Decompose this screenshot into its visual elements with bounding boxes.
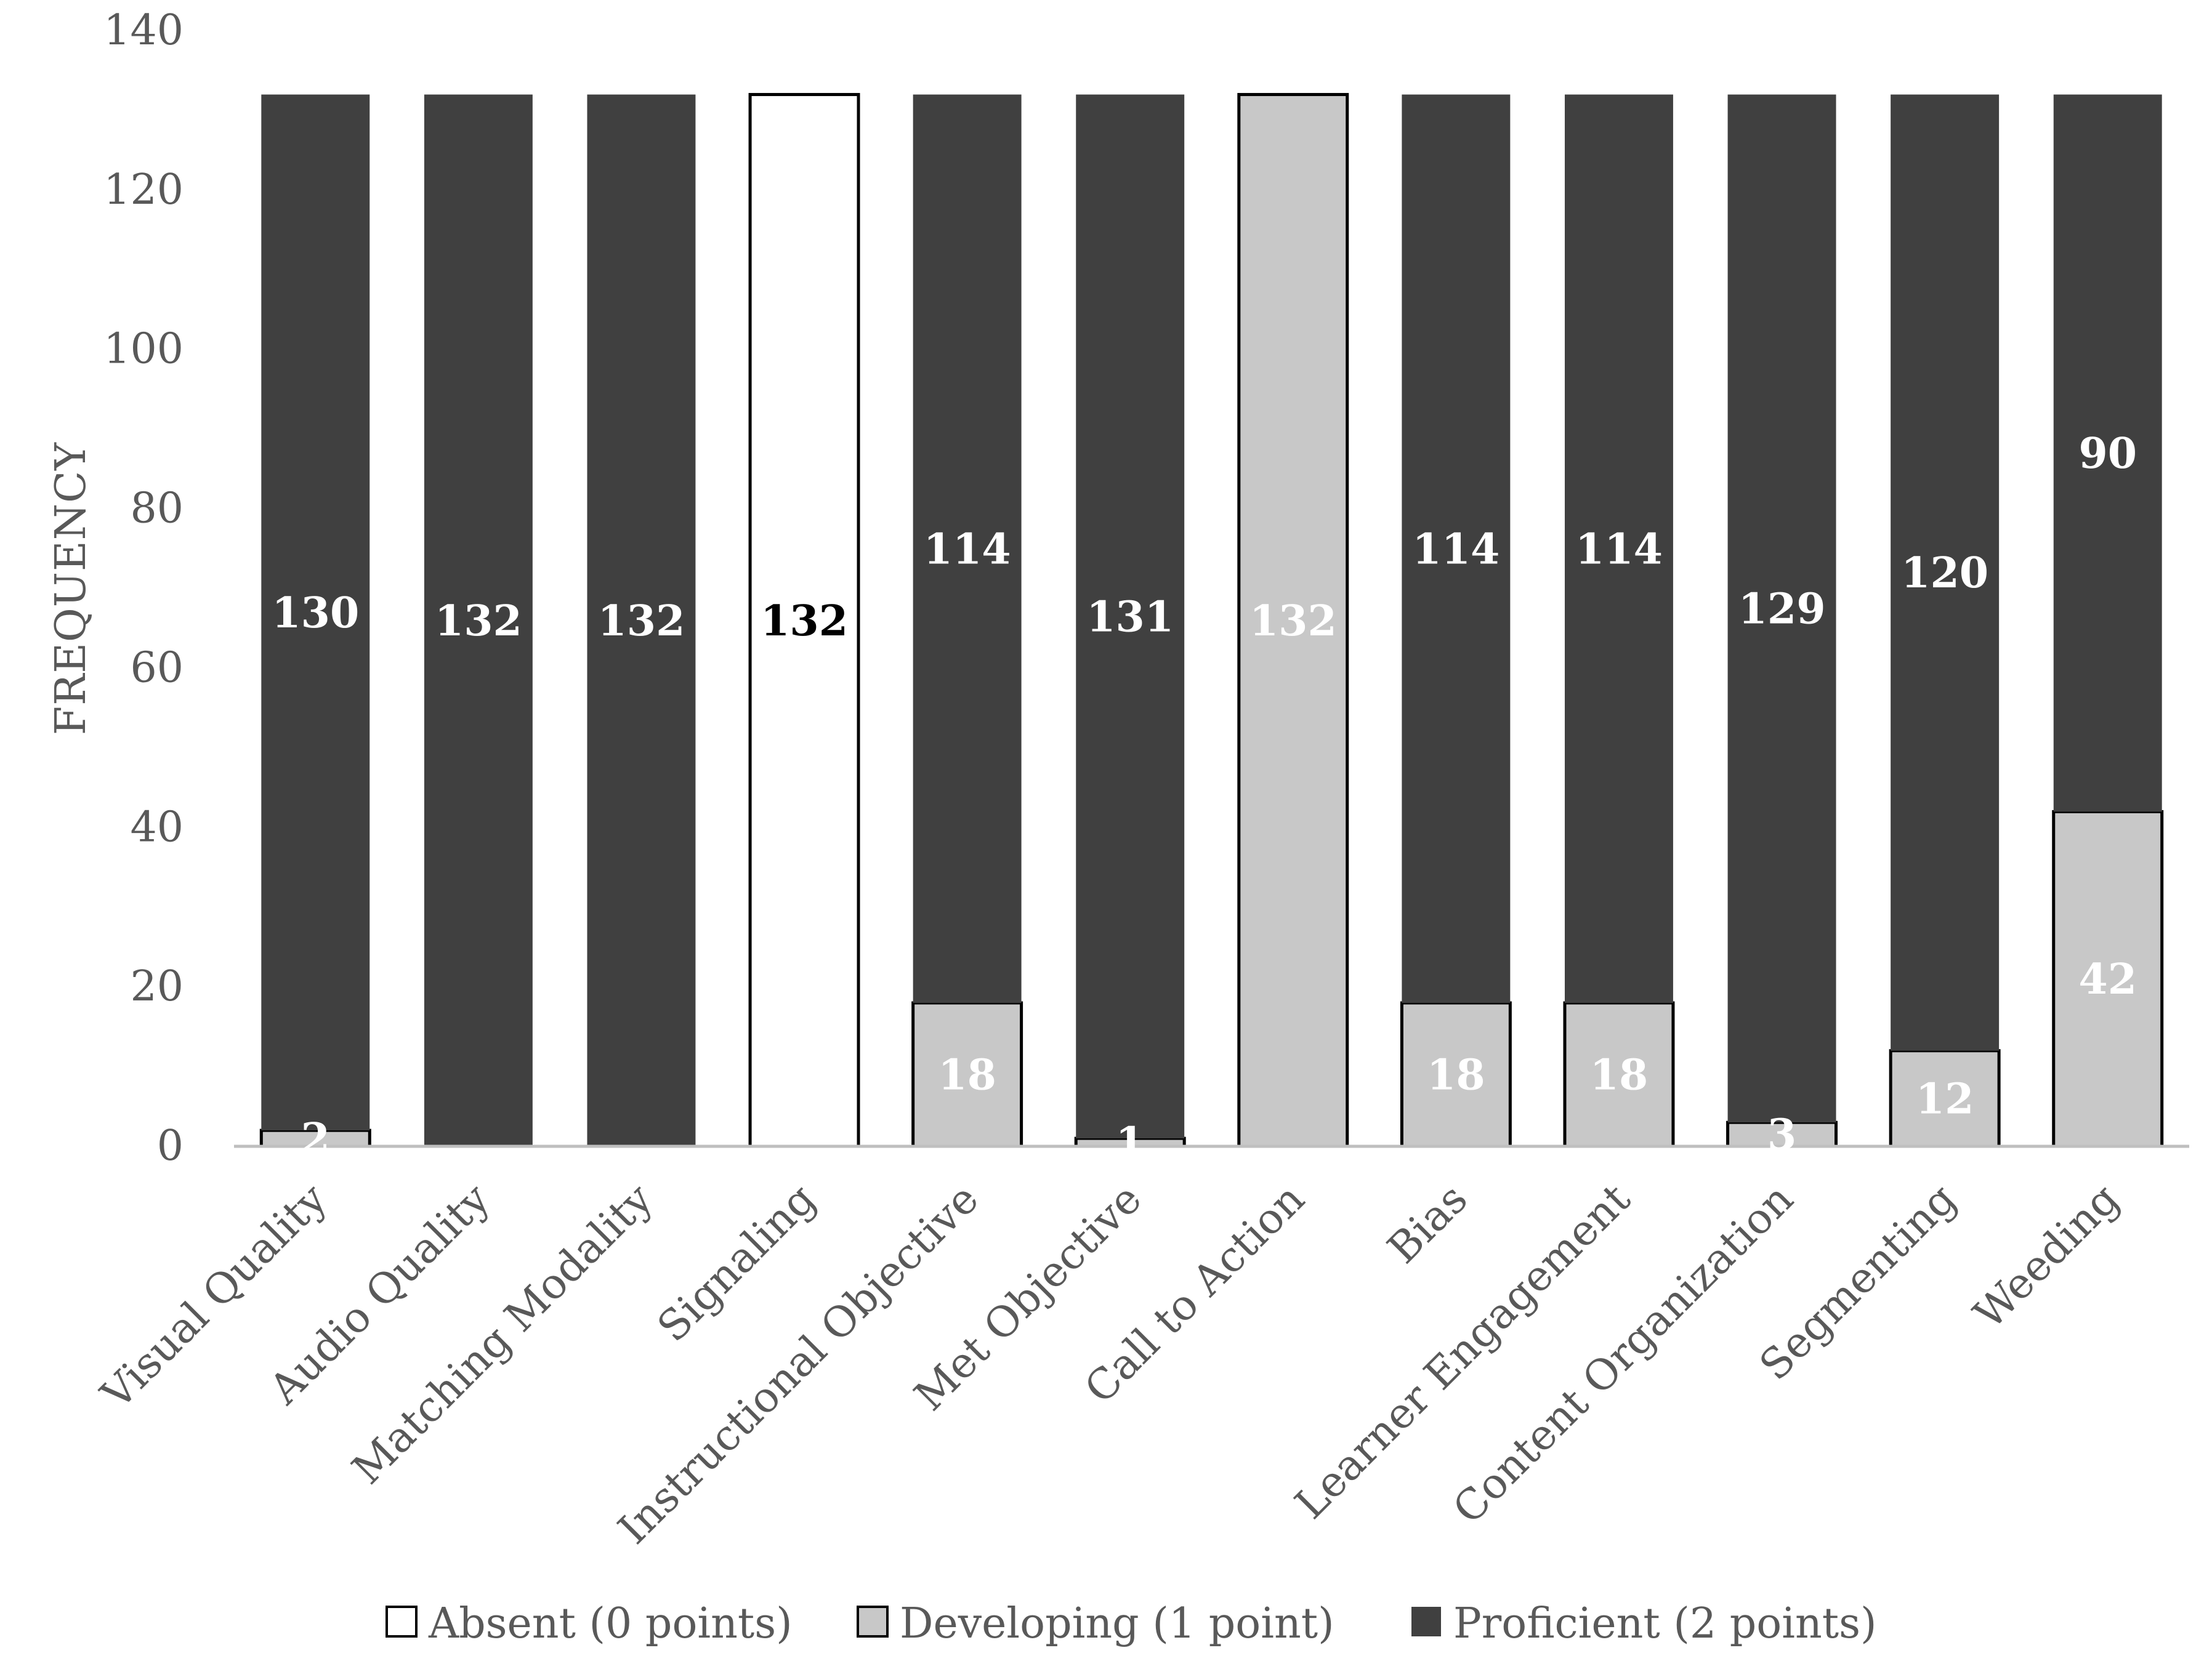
data-label: 114 bbox=[1412, 525, 1500, 574]
data-labels: 2 130 132 132 132 18 114 1 131 132 18 114 18 114 3 129 1… bbox=[272, 429, 2137, 1168]
bars bbox=[259, 93, 2164, 1148]
y-tick-label: 80 bbox=[130, 485, 184, 533]
y-tick-label: 140 bbox=[103, 6, 184, 55]
data-label: 132 bbox=[597, 597, 685, 646]
bar-bias-proficient bbox=[1402, 94, 1511, 1003]
data-label: 132 bbox=[761, 597, 848, 646]
legend-swatch-absent bbox=[385, 1606, 418, 1638]
y-tick-label: 120 bbox=[103, 166, 184, 214]
legend-swatch-proficient bbox=[1411, 1607, 1441, 1636]
bar-bias-developing bbox=[1400, 1001, 1512, 1148]
data-label: 18 bbox=[938, 1051, 996, 1100]
y-tick-label: 0 bbox=[157, 1122, 184, 1170]
data-label: 114 bbox=[924, 525, 1011, 574]
y-axis-label-group: FREQUENCY bbox=[47, 442, 95, 735]
data-label: 132 bbox=[1249, 597, 1337, 646]
data-label: 1 bbox=[1116, 1119, 1145, 1168]
y-axis-title: FREQUENCY bbox=[47, 442, 95, 735]
y-tick-label: 40 bbox=[130, 803, 184, 851]
x-category-label: Signaling bbox=[648, 1175, 825, 1351]
legend-swatch-developing bbox=[857, 1606, 889, 1638]
data-label: 130 bbox=[272, 589, 359, 638]
legend: Absent (0 points) Developing (1 point) Pro… bbox=[385, 1599, 1877, 1648]
data-label: 129 bbox=[1738, 584, 1826, 633]
x-category-label: Matching Modality bbox=[343, 1175, 663, 1494]
bar-content-organization-proficient bbox=[1727, 94, 1836, 1123]
y-tick-labels: 0 20 40 60 80 100 120 140 bbox=[103, 6, 184, 1170]
data-label: 120 bbox=[1901, 549, 1988, 598]
bar-audio-quality-proficient bbox=[424, 94, 533, 1147]
bar-visual-quality-proficient bbox=[261, 94, 370, 1131]
bar-segmenting-proficient bbox=[1891, 94, 2000, 1051]
data-label: 114 bbox=[1575, 525, 1663, 574]
legend-label: Developing (1 point) bbox=[900, 1599, 1334, 1648]
data-label: 18 bbox=[1590, 1051, 1649, 1100]
bar-weeding-developing bbox=[2052, 810, 2164, 1148]
data-label: 18 bbox=[1427, 1051, 1485, 1100]
x-category-label: Weeding bbox=[1965, 1175, 2129, 1338]
x-category-label: Learner Engagement bbox=[1286, 1175, 1640, 1529]
bar-matching-modality-proficient bbox=[587, 94, 696, 1147]
bar-met-objective-proficient bbox=[1076, 94, 1185, 1139]
y-tick-label: 100 bbox=[103, 325, 184, 374]
bar-weeding-proficient bbox=[2053, 94, 2162, 812]
legend-label: Proficient (2 points) bbox=[1453, 1599, 1877, 1648]
y-tick-label: 20 bbox=[130, 962, 184, 1011]
data-label: 12 bbox=[1916, 1074, 1974, 1124]
legend-label: Absent (0 points) bbox=[428, 1599, 793, 1648]
data-label: 132 bbox=[435, 597, 522, 646]
data-label: 42 bbox=[2078, 955, 2137, 1004]
data-label: 2 bbox=[301, 1114, 330, 1164]
bar-call-to-action-developing bbox=[1237, 93, 1349, 1148]
bar-instructional-objective-proficient bbox=[913, 94, 1022, 1003]
x-category-label: Bias bbox=[1378, 1175, 1477, 1273]
x-category-label: Content Organization bbox=[1444, 1175, 1803, 1534]
data-label: 131 bbox=[1086, 592, 1174, 641]
data-label: 90 bbox=[2078, 429, 2137, 478]
bar-learner-engagement-proficient bbox=[1564, 94, 1673, 1003]
y-tick-label: 60 bbox=[130, 643, 184, 692]
data-label: 3 bbox=[1767, 1111, 1796, 1160]
